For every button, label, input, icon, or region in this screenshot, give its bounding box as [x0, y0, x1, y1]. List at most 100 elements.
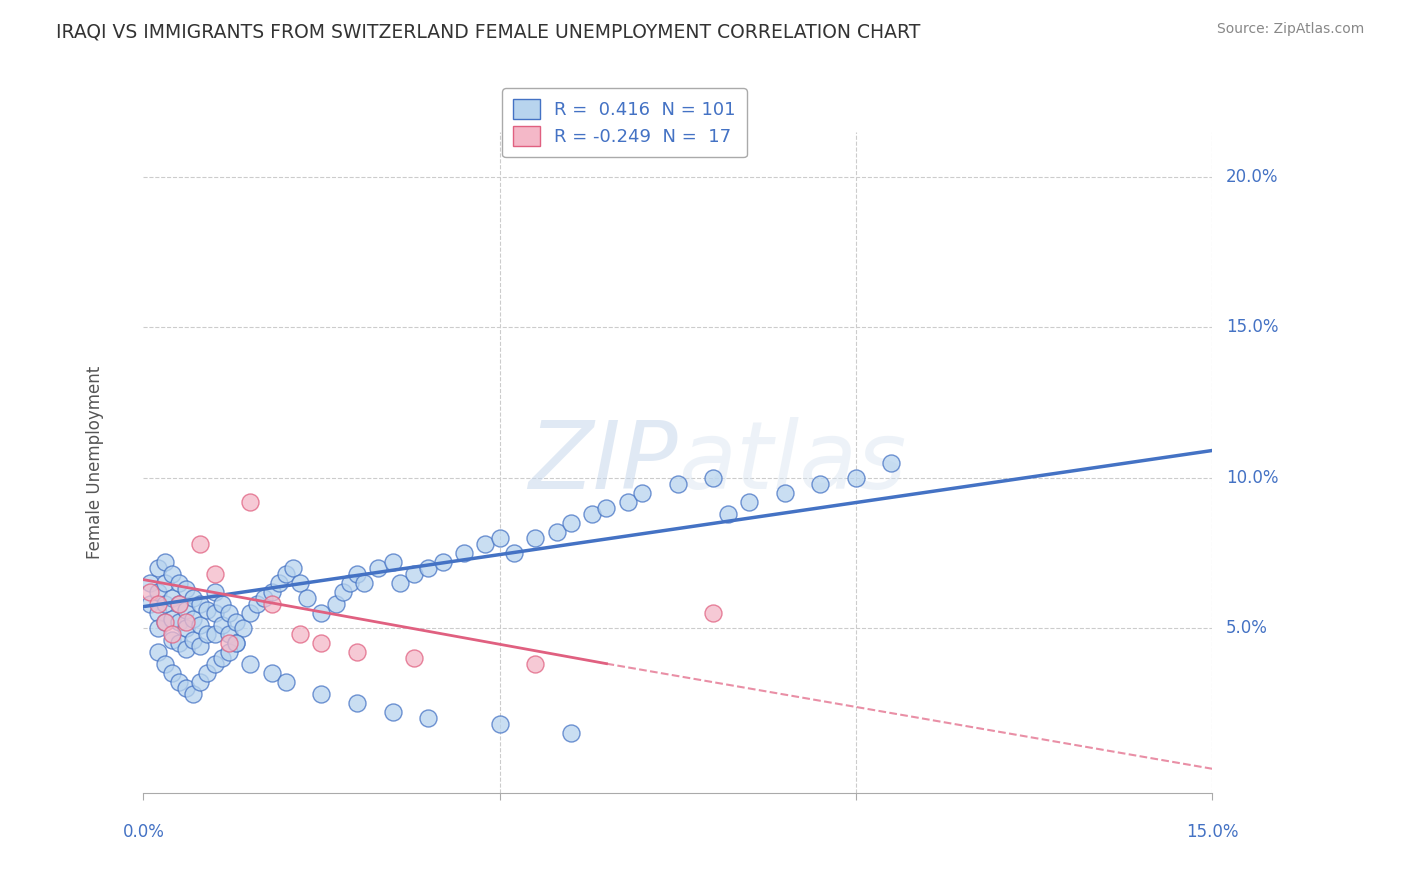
- Text: Source: ZipAtlas.com: Source: ZipAtlas.com: [1216, 22, 1364, 37]
- Text: IRAQI VS IMMIGRANTS FROM SWITZERLAND FEMALE UNEMPLOYMENT CORRELATION CHART: IRAQI VS IMMIGRANTS FROM SWITZERLAND FEM…: [56, 22, 921, 41]
- Point: [274, 674, 297, 689]
- Point: [311, 635, 333, 649]
- Point: [595, 500, 617, 515]
- Point: [666, 476, 689, 491]
- Point: [418, 711, 440, 725]
- Point: [211, 650, 233, 665]
- Point: [546, 524, 568, 539]
- Point: [332, 584, 354, 599]
- Point: [845, 470, 868, 484]
- Point: [204, 626, 226, 640]
- Point: [160, 591, 183, 605]
- Point: [524, 657, 547, 671]
- Point: [474, 536, 496, 550]
- Point: [197, 602, 219, 616]
- Point: [211, 617, 233, 632]
- Point: [153, 597, 176, 611]
- Point: [702, 606, 724, 620]
- Text: 10.0%: 10.0%: [1226, 468, 1278, 486]
- Point: [239, 494, 262, 508]
- Point: [260, 597, 283, 611]
- Point: [204, 657, 226, 671]
- Text: 0.0%: 0.0%: [122, 823, 165, 841]
- Point: [204, 584, 226, 599]
- Point: [339, 575, 361, 590]
- Point: [281, 560, 304, 574]
- Point: [197, 626, 219, 640]
- Point: [174, 621, 197, 635]
- Point: [188, 639, 211, 653]
- Text: 20.0%: 20.0%: [1226, 169, 1278, 186]
- Point: [404, 650, 426, 665]
- Point: [404, 566, 426, 581]
- Point: [181, 632, 204, 647]
- Point: [617, 494, 640, 508]
- Point: [225, 615, 247, 629]
- Point: [346, 696, 368, 710]
- Text: Female Unemployment: Female Unemployment: [86, 366, 104, 559]
- Text: 15.0%: 15.0%: [1185, 823, 1239, 841]
- Point: [146, 584, 169, 599]
- Point: [239, 606, 262, 620]
- Point: [160, 612, 183, 626]
- Point: [353, 575, 375, 590]
- Point: [146, 606, 169, 620]
- Point: [297, 591, 319, 605]
- Point: [181, 612, 204, 626]
- Point: [346, 645, 368, 659]
- Point: [218, 626, 240, 640]
- Point: [253, 591, 276, 605]
- Point: [218, 606, 240, 620]
- Point: [153, 657, 176, 671]
- Point: [246, 597, 269, 611]
- Point: [211, 597, 233, 611]
- Point: [139, 597, 162, 611]
- Point: [174, 602, 197, 616]
- Point: [160, 626, 183, 640]
- Point: [153, 555, 176, 569]
- Point: [418, 560, 440, 574]
- Point: [381, 705, 404, 719]
- Text: atlas: atlas: [678, 417, 905, 508]
- Point: [560, 516, 582, 530]
- Point: [146, 645, 169, 659]
- Point: [167, 674, 190, 689]
- Point: [146, 621, 169, 635]
- Point: [167, 635, 190, 649]
- Point: [174, 582, 197, 596]
- Point: [160, 665, 183, 680]
- Point: [560, 725, 582, 739]
- Point: [174, 615, 197, 629]
- Point: [167, 615, 190, 629]
- Point: [146, 560, 169, 574]
- Point: [325, 597, 347, 611]
- Point: [218, 635, 240, 649]
- Point: [204, 606, 226, 620]
- Point: [225, 635, 247, 649]
- Point: [702, 470, 724, 484]
- Point: [153, 615, 176, 629]
- Text: 15.0%: 15.0%: [1226, 318, 1278, 336]
- Point: [218, 645, 240, 659]
- Point: [167, 597, 190, 611]
- Point: [717, 507, 740, 521]
- Point: [204, 566, 226, 581]
- Point: [381, 555, 404, 569]
- Point: [188, 597, 211, 611]
- Point: [181, 687, 204, 701]
- Point: [267, 575, 290, 590]
- Point: [880, 456, 903, 470]
- Legend: R =  0.416  N = 101, R = -0.249  N =  17: R = 0.416 N = 101, R = -0.249 N = 17: [502, 88, 747, 157]
- Point: [773, 485, 796, 500]
- Point: [367, 560, 389, 574]
- Point: [160, 632, 183, 647]
- Point: [524, 531, 547, 545]
- Point: [346, 566, 368, 581]
- Point: [288, 626, 311, 640]
- Point: [160, 566, 183, 581]
- Point: [167, 597, 190, 611]
- Point: [288, 575, 311, 590]
- Point: [432, 555, 454, 569]
- Point: [260, 665, 283, 680]
- Point: [488, 531, 510, 545]
